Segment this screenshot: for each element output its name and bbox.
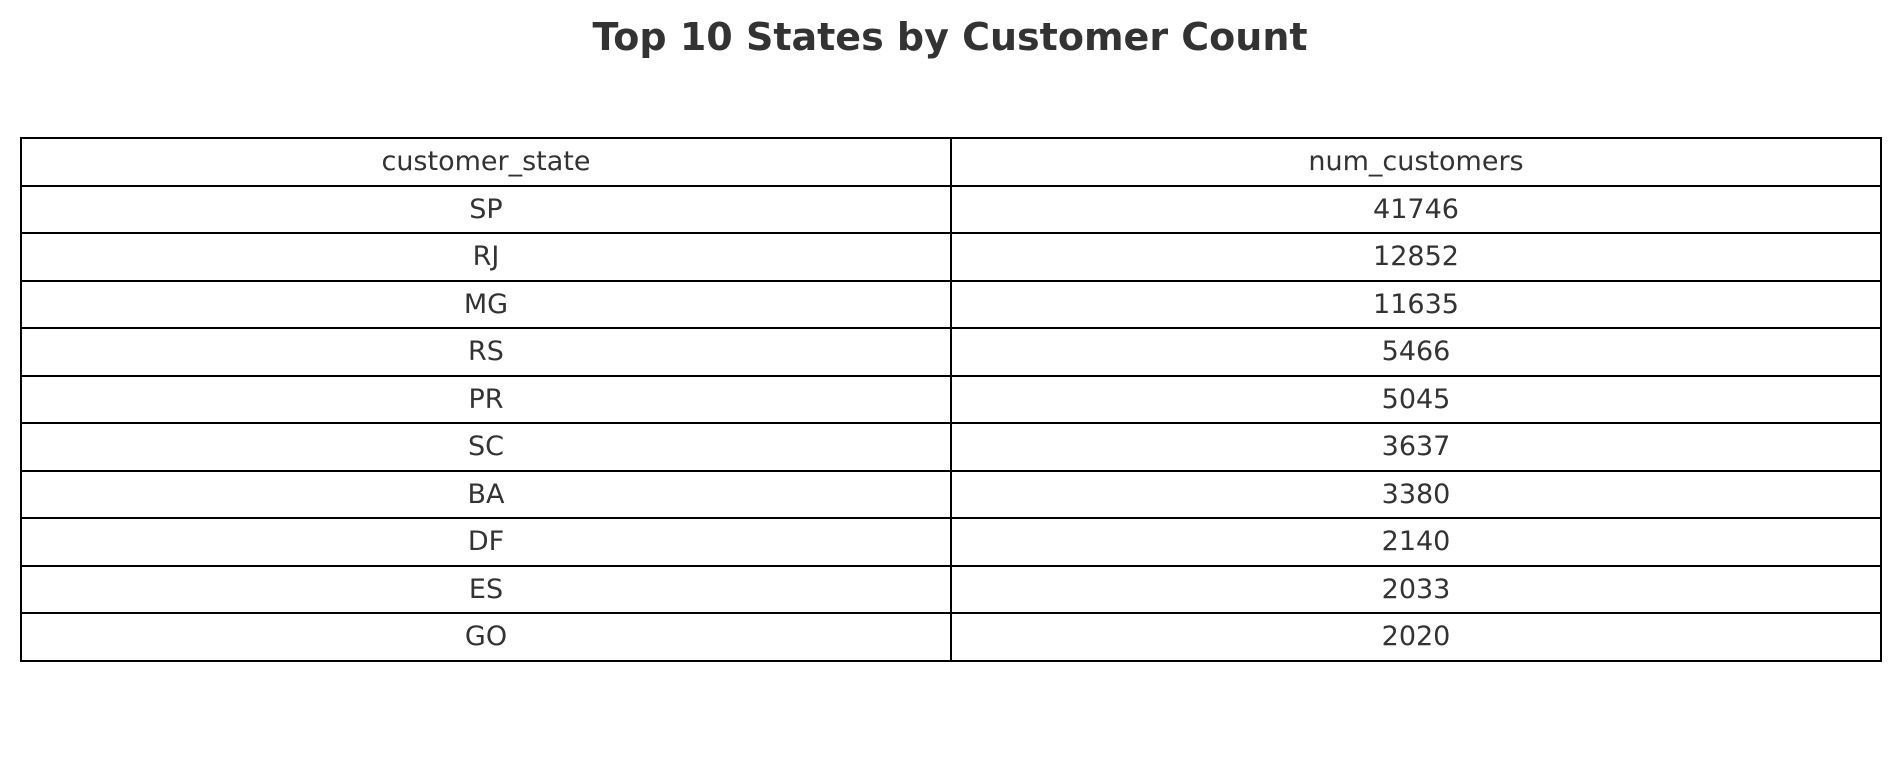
cell-num-customers: 12852 (950, 232, 1882, 282)
cell-num-customers: 3380 (950, 469, 1882, 519)
table-row: RS 5466 (20, 327, 1882, 377)
column-header-customer-state: customer_state (20, 137, 952, 187)
table-header-row: customer_state num_customers (20, 137, 1882, 187)
cell-customer-state: DF (20, 517, 952, 567)
table-row: SC 3637 (20, 422, 1882, 472)
cell-customer-state: RJ (20, 232, 952, 282)
data-table: customer_state num_customers SP 41746 RJ… (20, 137, 1882, 662)
table-row: DF 2140 (20, 517, 1882, 567)
table-row: MG 11635 (20, 279, 1882, 329)
cell-customer-state: SC (20, 422, 952, 472)
cell-customer-state: MG (20, 279, 952, 329)
cell-customer-state: BA (20, 469, 952, 519)
cell-customer-state: PR (20, 374, 952, 424)
cell-customer-state: SP (20, 184, 952, 234)
table-row: SP 41746 (20, 184, 1882, 234)
cell-num-customers: 2140 (950, 517, 1882, 567)
cell-customer-state: ES (20, 564, 952, 614)
cell-num-customers: 41746 (950, 184, 1882, 234)
cell-num-customers: 5045 (950, 374, 1882, 424)
table-row: PR 5045 (20, 374, 1882, 424)
table-row: BA 3380 (20, 469, 1882, 519)
cell-num-customers: 11635 (950, 279, 1882, 329)
chart-title: Top 10 States by Customer Count (592, 15, 1308, 59)
table-row: ES 2033 (20, 564, 1882, 614)
cell-num-customers: 5466 (950, 327, 1882, 377)
cell-customer-state: GO (20, 612, 952, 662)
table-row: GO 2020 (20, 612, 1882, 662)
cell-num-customers: 2020 (950, 612, 1882, 662)
cell-num-customers: 2033 (950, 564, 1882, 614)
column-header-num-customers: num_customers (950, 137, 1882, 187)
table-row: RJ 12852 (20, 232, 1882, 282)
cell-customer-state: RS (20, 327, 952, 377)
cell-num-customers: 3637 (950, 422, 1882, 472)
